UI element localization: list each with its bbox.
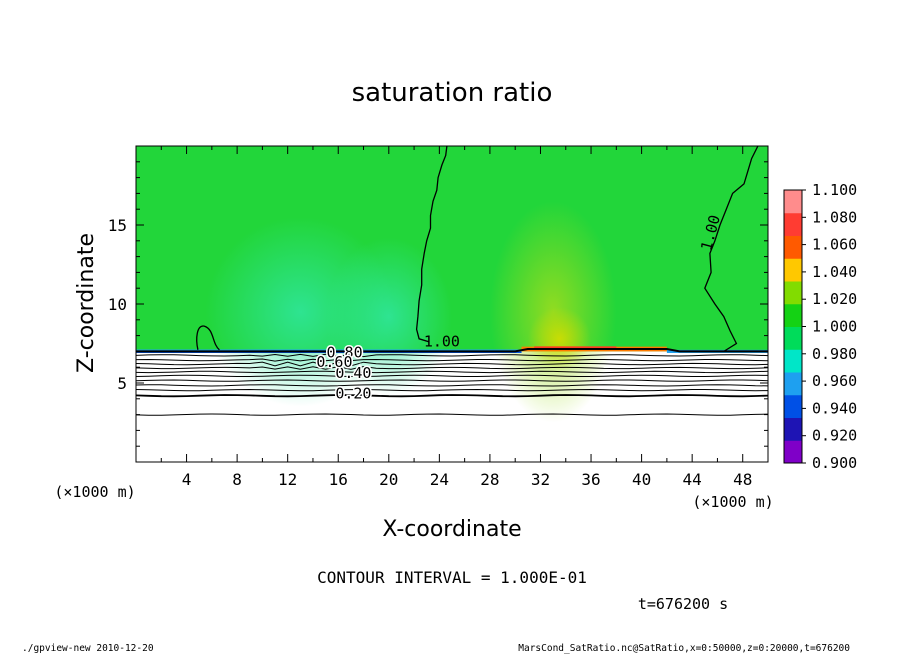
contour-line-6.2 <box>136 361 768 367</box>
contour-line-5.15 <box>136 379 768 382</box>
colorbar-label: 1.080 <box>812 208 857 226</box>
colorbar-label: 0.960 <box>812 372 857 390</box>
contour-line-3 <box>136 413 768 416</box>
contour-line-5.95 <box>136 365 768 370</box>
colorbar-label: 0.920 <box>812 427 857 445</box>
colorbar-label: 0.980 <box>812 345 857 363</box>
contour-line-1.00 <box>704 146 759 353</box>
colorbar-label: 1.020 <box>812 290 857 308</box>
x-units-left: (×1000 m) <box>54 483 135 501</box>
contour-line-4.55 <box>136 388 768 392</box>
colorbar-swatch <box>784 281 802 305</box>
x-tick-label: 20 <box>379 470 398 489</box>
x-axis-label: X-coordinate <box>382 517 521 542</box>
y-axis-label: Z-coordinate <box>74 233 99 373</box>
x-tick-label: 24 <box>430 470 449 489</box>
colorbar-swatch <box>784 440 802 464</box>
colorbar-label: 0.940 <box>812 399 857 417</box>
colorbar-swatch <box>784 212 802 236</box>
contour-label: 1.00 <box>424 332 460 350</box>
contour-line-5.7 <box>136 370 768 374</box>
colorbar-label: 1.000 <box>812 318 857 336</box>
contour-label: 0.60 <box>316 353 352 371</box>
colorbar-swatch <box>784 303 802 327</box>
contour-lines <box>136 146 768 416</box>
x-units-right: (×1000 m) <box>692 493 773 511</box>
x-tick-label: 48 <box>733 470 752 489</box>
colorbar-label: 1.060 <box>812 236 857 254</box>
x-axis-ticks: 4 8 12 16 20 24 28 32 36 40 44 48 <box>160 146 769 489</box>
field-blob-low <box>325 237 452 396</box>
y-tick-label: 15 <box>108 216 127 235</box>
contour-labels: 1.001.000.400.200.800.60 <box>315 213 724 404</box>
colorbar-swatch <box>784 326 802 350</box>
contour-line-1.00 <box>415 146 448 343</box>
footer-right: MarsCond_SatRatio.nc@SatRatio,x=0:50000,… <box>518 643 850 654</box>
footer-left: ./gpview-new 2010-12-20 <box>22 643 154 654</box>
x-tick-label: 32 <box>531 470 550 489</box>
y-axis-ticks: 5 10 15 <box>108 161 768 447</box>
colorbar-label: 1.100 <box>812 181 857 199</box>
contour-line-4.2 <box>136 394 768 398</box>
x-tick-label: 36 <box>581 470 600 489</box>
colorbar-swatch <box>784 235 802 259</box>
time-label: t=676200 s <box>638 595 728 613</box>
field-band-high <box>534 346 617 350</box>
colorbar: 0.900 0.920 0.940 0.960 0.980 1.000 1.020 1.040… <box>783 181 857 472</box>
colorbar-label: 0.900 <box>812 454 857 472</box>
colorbar-swatch <box>784 394 802 418</box>
contour-line-6.75 <box>136 353 768 358</box>
contour-line-6.45 <box>136 358 768 362</box>
x-tick-label: 28 <box>480 470 499 489</box>
contour-label: 0.40 <box>335 364 371 382</box>
x-tick-label: 44 <box>683 470 702 489</box>
x-tick-label: 16 <box>329 470 348 489</box>
chart-title: saturation ratio <box>352 78 553 108</box>
contour-line-loop <box>196 325 220 351</box>
x-tick-label: 4 <box>182 470 192 489</box>
contour-interval: CONTOUR INTERVAL = 1.000E-01 <box>317 568 587 587</box>
plot-area <box>136 146 768 462</box>
y-tick-label: 10 <box>108 295 127 314</box>
x-tick-label: 40 <box>632 470 651 489</box>
contour-line-cloud-base <box>136 348 768 353</box>
x-tick-label: 8 <box>232 470 242 489</box>
colorbar-swatch <box>784 372 802 396</box>
x-tick-label: 12 <box>278 470 297 489</box>
colorbar-swatch <box>784 190 802 214</box>
contour-line-4.85 <box>136 384 768 387</box>
colorbar-label: 1.040 <box>812 263 857 281</box>
contour-line-5.45 <box>136 374 768 377</box>
colorbar-swatch <box>784 349 802 373</box>
contour-label: 0.20 <box>335 385 371 403</box>
colorbar-swatch <box>784 417 802 441</box>
field-blob-high <box>527 307 592 371</box>
y-tick-label: 5 <box>117 374 127 393</box>
colorbar-swatch <box>784 258 802 282</box>
contour-label: 0.80 <box>326 343 362 361</box>
